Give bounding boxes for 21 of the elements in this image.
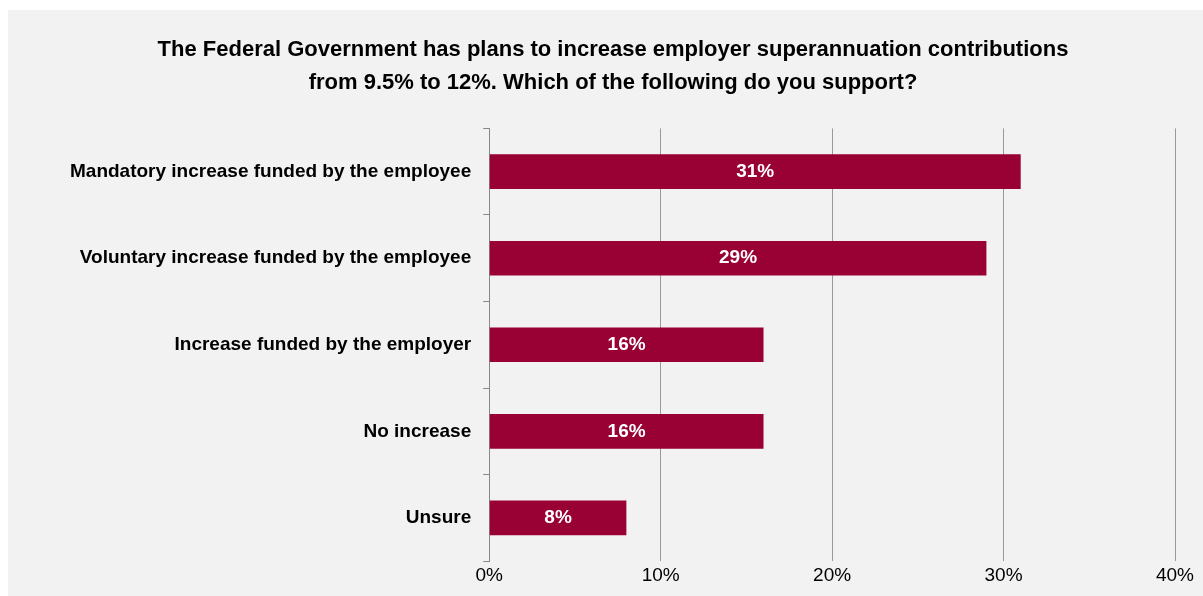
data-label: 8% <box>544 506 572 528</box>
bar <box>489 500 627 536</box>
x-tick-label: 30% <box>984 563 1023 585</box>
x-tick-label: 0% <box>475 563 504 585</box>
bar <box>489 414 764 449</box>
y-tick-label: No increase <box>363 419 472 441</box>
chart-title: The Federal Government has plans to increase employer superannuation contributions from 9.5% to 12%. Which of the following do you support? <box>156 35 1070 96</box>
x-tick-label: 20% <box>813 563 852 585</box>
y-tick-label: Increase funded by the employer <box>174 333 472 355</box>
y-tick-label: Mandatory increase funded by the employee <box>70 159 472 181</box>
data-label: 31% <box>736 159 775 181</box>
x-tick-label: 40% <box>1155 563 1195 585</box>
data-label: 29% <box>719 246 758 268</box>
bar <box>489 154 1021 189</box>
bar <box>489 327 764 363</box>
y-tick-label: Unsure <box>405 506 472 528</box>
bar <box>489 240 987 276</box>
x-tick-label: 10% <box>641 563 680 585</box>
data-label: 16% <box>607 419 646 441</box>
data-label: 16% <box>607 333 646 355</box>
y-tick-label: Voluntary increase funded by the employee <box>79 246 472 268</box>
